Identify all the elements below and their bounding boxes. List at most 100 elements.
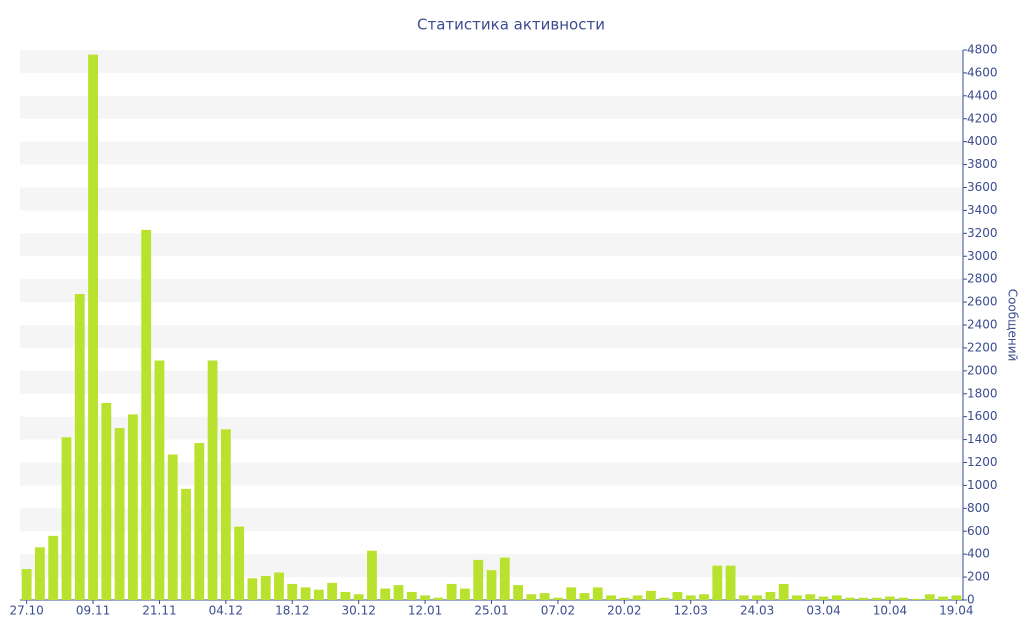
- y-tick-label: 1200: [967, 455, 998, 469]
- grid-band: [20, 325, 963, 348]
- chart-title: Статистика активности: [417, 16, 605, 34]
- bar: [21, 569, 32, 600]
- y-tick-label: 1600: [967, 409, 998, 423]
- bar: [805, 594, 816, 600]
- y-tick-label: 2400: [967, 318, 998, 332]
- y-tick-label: 2200: [967, 340, 998, 354]
- bar: [938, 596, 948, 600]
- y-tick-label: 4000: [967, 134, 998, 148]
- grid-band: [20, 279, 963, 303]
- bar: [393, 585, 404, 600]
- bar: [924, 594, 935, 600]
- bar: [260, 575, 271, 600]
- x-tick-label: 27.10: [9, 604, 43, 618]
- bar: [114, 428, 125, 600]
- bar: [606, 595, 616, 600]
- y-tick-label: 3600: [967, 180, 998, 194]
- bar: [951, 595, 962, 600]
- bar: [579, 593, 590, 600]
- y-tick-label: 3200: [967, 226, 998, 240]
- bar: [287, 583, 298, 600]
- y-tick-label: 2800: [967, 272, 998, 286]
- bar: [526, 594, 537, 600]
- bar: [858, 597, 869, 600]
- bar: [513, 585, 523, 600]
- x-tick-label: 30.12: [342, 604, 376, 618]
- bar: [300, 587, 311, 600]
- y-tick-label: 800: [967, 501, 990, 515]
- bar: [672, 591, 683, 600]
- y-tick-label: 1800: [967, 386, 998, 400]
- x-tick-label: 25.01: [474, 604, 508, 618]
- bar: [154, 360, 165, 600]
- bar: [885, 596, 895, 600]
- bar: [778, 583, 789, 600]
- bar: [167, 454, 178, 600]
- bar: [592, 587, 603, 600]
- x-tick-label: 24.03: [740, 604, 774, 618]
- x-tick-label: 10.04: [873, 604, 907, 618]
- grid-band: [20, 187, 963, 211]
- x-tick-label: 19.04: [939, 604, 973, 618]
- grid-band: [20, 95, 963, 119]
- bar: [911, 598, 922, 600]
- bar: [420, 595, 431, 600]
- y-tick-label: 1000: [967, 478, 998, 492]
- bar: [234, 526, 245, 600]
- bar: [247, 578, 258, 600]
- bar: [632, 595, 643, 600]
- bar: [792, 595, 802, 600]
- bar: [141, 229, 152, 601]
- bar: [566, 587, 577, 600]
- bar: [831, 595, 842, 600]
- bar: [353, 594, 364, 600]
- x-tick-label: 07.02: [541, 604, 575, 618]
- bar: [446, 583, 457, 600]
- y-tick-label: 600: [967, 524, 990, 538]
- y-tick-label: 1400: [967, 432, 998, 446]
- y-tick-label: 3000: [967, 249, 998, 263]
- y-tick-label: 0: [967, 593, 975, 607]
- y-tick-label: 3800: [967, 157, 998, 171]
- bar: [101, 402, 112, 600]
- x-tick-label: 12.03: [674, 604, 708, 618]
- bar: [327, 582, 338, 600]
- x-tick-label: 20.02: [607, 604, 641, 618]
- bar: [539, 593, 550, 600]
- bar: [88, 54, 98, 601]
- bar: [35, 547, 45, 600]
- y-tick-label: 3400: [967, 203, 998, 217]
- bar: [313, 589, 324, 600]
- x-tick-label: 04.12: [209, 604, 243, 618]
- bar: [685, 595, 696, 600]
- bar: [699, 594, 709, 600]
- bar: [340, 591, 351, 600]
- x-tick-label: 18.12: [275, 604, 309, 618]
- x-tick-label: 12.01: [408, 604, 442, 618]
- bar: [61, 437, 72, 600]
- bar: [845, 597, 856, 600]
- bar: [207, 360, 218, 600]
- bar: [74, 294, 85, 600]
- bar: [552, 597, 563, 600]
- bar: [127, 414, 138, 600]
- grid-band: [20, 508, 963, 532]
- grid-band: [20, 370, 963, 394]
- bar: [220, 429, 231, 600]
- y-tick-label: 4200: [967, 111, 998, 125]
- grid-band: [20, 416, 963, 440]
- bar: [725, 565, 736, 600]
- x-tick-label: 21.11: [142, 604, 176, 618]
- bar: [898, 597, 909, 600]
- y-tick-label: 200: [967, 570, 990, 584]
- y-tick-label: 2600: [967, 295, 998, 309]
- x-tick-label: 09.11: [76, 604, 110, 618]
- bar: [274, 572, 284, 600]
- bar: [752, 595, 763, 600]
- bar: [645, 590, 656, 600]
- bar: [619, 597, 630, 600]
- bar: [181, 488, 191, 600]
- bar: [406, 591, 417, 600]
- bar: [712, 565, 723, 600]
